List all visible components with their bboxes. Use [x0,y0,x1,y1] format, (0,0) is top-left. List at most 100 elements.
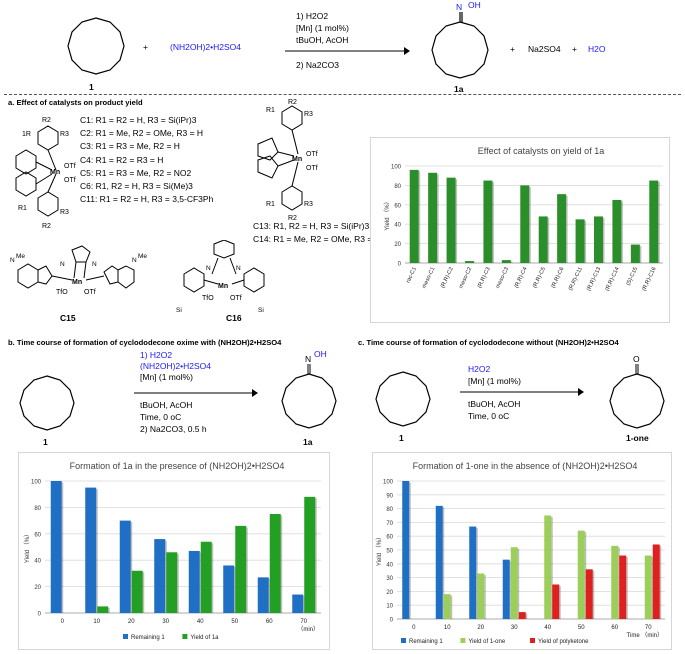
divider-top [4,94,681,95]
bar [576,219,585,263]
catalyst-c3: C3: R1 = R3 = Me, R2 = H [80,140,213,153]
svg-text:R3: R3 [304,201,313,208]
y-tick-label: 60 [394,203,401,209]
svg-text:OTf: OTf [64,163,76,170]
chart-1one-formation: Formation of 1-one in the absence of (NH… [373,453,671,649]
x-tick-label: meso-C1 [421,266,436,289]
c15-label: C15 [60,313,76,323]
cond-b-h2o2: 1) H2O2 [140,350,211,361]
x-tick-label: 0 [61,619,65,625]
svg-text:N: N [132,257,137,264]
cond-solvent: tBuOH, AcOH [296,35,348,45]
oxime-product-structure-b [278,354,340,434]
catalyst-c11: C11: R1 = R2 = H, R3 = 3,5-CF3Ph [80,193,213,206]
legend-swatch [401,638,406,643]
chart-1a-box: Formation of 1a in the presence of (NH2O… [18,452,330,650]
bar [502,260,511,263]
bar [511,547,518,619]
bar [611,546,618,619]
product-1a-label-b: 1a [303,437,312,447]
x-tick-label: (R,R)-C13 [586,266,602,292]
chart-title: Effect of catalysts on yield of 1a [478,146,604,156]
bar-shadow [660,546,662,619]
bar [97,606,108,613]
oxime-oh: OH [468,0,481,10]
svg-text:N: N [206,265,211,272]
chart-title: Formation of 1a in the presence of (NH2O… [70,461,285,471]
bar [503,560,510,619]
y-tick-label: 100 [31,480,42,486]
svg-text:TfO: TfO [56,289,68,296]
bar [447,178,456,263]
legend-entry: Remaining 1 [131,635,165,641]
plus-sign-2: + [510,44,515,54]
svg-text:Mn: Mn [218,283,228,290]
legend-entry: Remaining 1 [409,639,443,645]
svg-text:N: N [60,261,65,268]
bar-shadow [526,614,528,619]
y-tick-label: 0 [398,262,402,268]
y-tick-label: 100 [391,165,402,171]
bar-shadow [585,221,587,263]
oxime-product-structure [424,2,494,82]
x-tick-label: 30 [511,625,518,631]
catalyst-list: C1: R1 = R2 = H, R3 = Si(iPr)3 C2: R1 = … [80,114,213,206]
ketone-product-structure [606,356,668,432]
section-b-title: b. Time course of formation of cyclodode… [8,338,281,347]
catalyst-c13: C13: R1, R2 = H, R3 = Si(iPr)3 [253,220,381,233]
chart-1one-box: Formation of 1-one in the absence of (NH… [372,452,672,650]
section-c-title: c. Time course of formation of cyclodode… [358,338,619,347]
catalyst-c16-structure: Mn TfO OTf Si Si N N [170,240,280,322]
compound-1-label-b: 1 [43,437,48,447]
chart-title: Formation of 1-one in the absence of (NH… [413,461,638,471]
bar [132,571,143,613]
x-tick-label: 30 [162,619,169,625]
cyclododecane-ring-b [18,374,76,432]
bar-shadow [658,182,660,263]
y-tick-label: 0 [38,612,42,618]
y-tick-label: 90 [386,493,393,499]
bar [631,245,640,263]
y-tick-label: 20 [34,585,41,591]
bar-shadow [177,554,179,613]
bar [594,216,603,263]
bar [552,585,559,620]
y-tick-label: 100 [383,480,394,486]
byproduct-na2so4: Na2SO4 [528,44,561,54]
bar [85,488,96,613]
product-1one-label: 1-one [626,433,649,443]
bar [586,569,593,619]
bar [465,261,474,263]
bar [578,531,585,619]
cond-mn: [Mn] (1 mol%) [296,23,349,33]
x-tick-label: 0 [412,625,416,631]
y-tick-label: 20 [394,242,401,248]
svg-text:R2: R2 [42,117,51,124]
cond-c-h2o2: H2O2 [468,364,490,374]
svg-text:N: N [236,265,241,272]
catalyst-c5: C5: R1 = R3 = Me, R2 = NO2 [80,167,213,180]
y-tick-label: 70 [386,521,393,527]
conditions-b-lower: tBuOH, AcOH Time, 0 oC 2) Na2CO3, 0.5 h [140,399,207,435]
bar-shadow [437,174,439,263]
x-axis-label: （min） [297,626,319,633]
svg-text:OTf: OTf [84,289,96,296]
bar [436,506,443,619]
compound-1-label: 1 [89,82,94,92]
x-tick-label: meso-C2 [458,266,473,289]
y-tick-label: 40 [34,559,41,565]
bar [270,514,281,613]
y-tick-label: 40 [386,562,393,568]
cond-b-reagent: (NH2OH)2•H2SO4 [140,361,211,372]
catalyst-c6: C6: R1, R2 = H, R3 = Si(Me)3 [80,180,213,193]
y-tick-label: 60 [34,532,41,538]
bar [402,481,409,619]
legend-swatch [182,634,187,639]
y-tick-label: 80 [386,507,393,513]
bar-shadow [143,572,145,613]
y-axis-label: Yield （%） [24,531,31,563]
svg-text:Me: Me [16,253,25,260]
svg-text:OTf: OTf [306,151,318,158]
y-tick-label: 0 [390,618,394,624]
svg-text:R1: R1 [266,201,275,208]
